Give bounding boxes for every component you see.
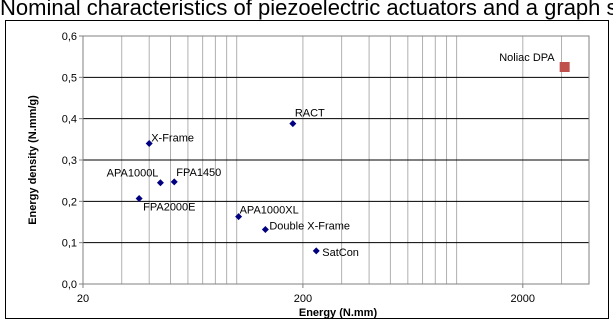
- y-tick-label: 0,2: [62, 196, 77, 208]
- y-tick-label: 0,4: [62, 114, 77, 126]
- data-label-fpa1450: FPA1450: [176, 167, 221, 179]
- tick-layer: 0,0 0,1 0,2 0,3 0,4 0,5 0,6 20 200 2000: [62, 31, 535, 305]
- x-tick-label: 2000: [511, 293, 535, 305]
- y-tick-label: 0,1: [62, 238, 77, 250]
- y-axis-title: Energy density (N.mm/g): [27, 95, 39, 225]
- x-tick-label: 20: [77, 293, 89, 305]
- point-layer: X-Frame APA1000L FPA1450 FPA2000E APA1000XL D…: [107, 52, 570, 259]
- data-label-noliac-dpa: Noliac DPA: [499, 52, 555, 64]
- data-label-double-x-frame: Double X-Frame: [269, 220, 350, 232]
- x-tick-label: 200: [294, 293, 312, 305]
- data-point-noliac-dpa: [559, 62, 570, 72]
- data-point-fpa2000e: [135, 194, 143, 202]
- data-label-apa1000l: APA1000L: [107, 168, 159, 180]
- y-tick-label: 0,5: [62, 72, 77, 84]
- data-point-fpa1450: [170, 178, 178, 186]
- data-label-ract: RACT: [295, 108, 325, 120]
- y-tick-label: 0,6: [62, 31, 77, 43]
- figure-caption: Nominal characteristics of piezoelectric…: [0, 0, 613, 20]
- data-label-x-frame: X-Frame: [151, 132, 194, 144]
- data-point-apa1000xl: [235, 213, 243, 221]
- chart-frame: 0,0 0,1 0,2 0,3 0,4 0,5 0,6 20 200 2000 X-Frame AP…: [5, 20, 609, 319]
- scatter-chart: 0,0 0,1 0,2 0,3 0,4 0,5 0,6 20 200 2000 X-Frame AP…: [27, 31, 590, 319]
- data-label-apa1000xl: APA1000XL: [240, 205, 299, 217]
- data-point-satcon: [312, 247, 320, 255]
- data-label-satcon: SatCon: [322, 247, 359, 259]
- data-label-fpa2000e: FPA2000E: [143, 201, 195, 213]
- x-axis-title: Energy (N.mm): [299, 307, 378, 319]
- data-point-double-x-frame: [261, 225, 269, 233]
- grid-layer: [83, 35, 590, 284]
- y-tick-label: 0,0: [62, 279, 77, 291]
- data-point-ract: [289, 120, 297, 128]
- data-point-apa1000l: [156, 179, 164, 187]
- data-point-x-frame: [145, 139, 153, 147]
- y-tick-label: 0,3: [62, 155, 77, 167]
